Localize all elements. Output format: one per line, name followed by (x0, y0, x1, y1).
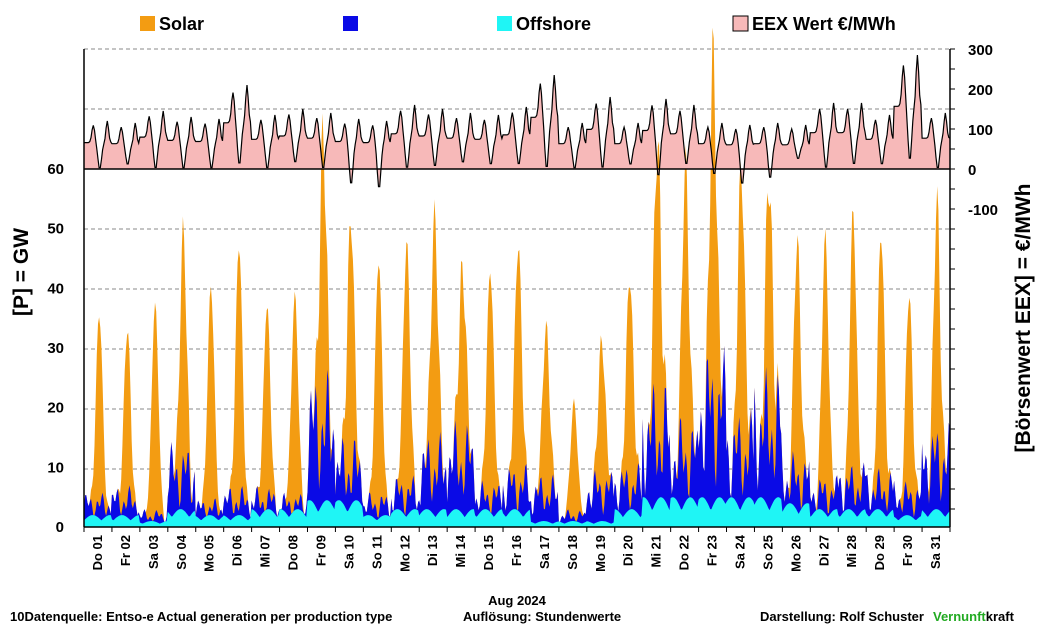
x-tick-label: Sa 31 (928, 535, 943, 569)
x-tick-label: Fr 09 (314, 535, 329, 566)
eex-price-series (84, 54, 951, 188)
series-line-eex (84, 54, 951, 188)
legend-swatch-blue (343, 16, 358, 31)
x-tick-labels: Do 01 Fr 02 Sa 03 So 04 Mo 05 Di 06 Mi 07 Do 08… (90, 534, 943, 572)
y-left-tick-label: 10 (47, 459, 64, 476)
x-tick-label: Di 13 (425, 535, 440, 566)
legend: Solar Offshore EEX Wert €/MWh (140, 14, 896, 34)
legend-label-eex: EEX Wert €/MWh (752, 14, 896, 34)
y-right-tick-label: -100 (968, 202, 998, 219)
y-left-axis-title: [P] = GW (10, 228, 33, 316)
x-tick-label: Mi 07 (258, 535, 273, 568)
x-tick-label: Mo 05 (202, 535, 217, 572)
footer-brand-black: kraft (986, 609, 1015, 624)
x-tick-label: Mi 14 (453, 534, 468, 567)
x-tick-label: Fr 16 (509, 535, 524, 566)
y-right-tick-label: 0 (968, 162, 976, 179)
legend-label-offshore: Offshore (516, 14, 591, 34)
x-tick-label: Mi 28 (844, 535, 859, 568)
x-tick-label: Sa 03 (146, 535, 161, 569)
legend-label-solar: Solar (159, 14, 204, 34)
footer-resolution: Auflösung: Stundenwerte (463, 609, 621, 624)
y-right-tick-label: 100 (968, 122, 993, 139)
series-areas (84, 27, 950, 527)
x-tick-label: Sa 17 (537, 535, 552, 569)
axes (83, 48, 955, 532)
y-right-tick-labels: 300 200 100 0 -100 (968, 42, 998, 219)
footer-brand: Vernunftkraft (933, 609, 1015, 624)
x-tick-label: Di 06 (230, 535, 245, 566)
x-axis-title: Aug 2024 (488, 593, 547, 608)
y-left-tick-label: 20 (47, 400, 64, 417)
x-tick-label: Sa 24 (733, 534, 748, 569)
y-left-tick-label: 60 (47, 161, 64, 178)
legend-swatch-offshore (497, 16, 512, 31)
y-left-tick-label: 40 (47, 280, 64, 297)
y-left-tick-label: 0 (56, 519, 64, 536)
x-tick-label: Sa 10 (341, 535, 356, 569)
y-right-axis-title: [Börsenwert EEX] = €/MWh (1012, 184, 1035, 453)
series-area-solar (84, 27, 950, 527)
x-tick-label: Do 29 (872, 535, 887, 570)
legend-swatch-solar (140, 16, 155, 31)
x-tick-label: Fr 30 (900, 535, 915, 566)
footer-brand-green: Vernunft (933, 609, 986, 624)
y-left-tick-label: 50 (47, 221, 64, 238)
footer-author: Darstellung: Rolf Schuster (760, 609, 924, 624)
x-tick-label: Mo 12 (397, 535, 412, 572)
x-tick-label: So 11 (369, 535, 384, 569)
x-tick-label: Di 20 (621, 535, 636, 566)
x-tick-label: Do 01 (90, 535, 105, 570)
footer-source: 10Datenquelle: Entso-e Actual generation… (10, 609, 392, 624)
series-area-offshore (84, 497, 950, 527)
series-area-eex (84, 55, 950, 187)
y-left-tick-labels: 0 10 20 30 40 50 60 (47, 161, 64, 536)
x-tick-label: Mo 19 (593, 535, 608, 572)
x-tick-label: So 04 (174, 534, 189, 569)
x-tick-label: Mi 21 (649, 535, 664, 568)
series-area-blue (84, 345, 950, 527)
x-tick-label: Do 15 (481, 535, 496, 570)
x-tick-label: Fr 23 (705, 535, 720, 566)
x-tick-label: Do 08 (286, 535, 301, 570)
x-tick-label: Mo 26 (788, 535, 803, 572)
legend-swatch-eex (732, 15, 749, 32)
x-tick-label: Do 22 (677, 535, 692, 570)
x-tick-label: Di 27 (816, 535, 831, 566)
y-right-tick-label: 300 (968, 42, 993, 59)
x-tick-label: Fr 02 (118, 535, 133, 566)
y-left-tick-label: 30 (47, 340, 64, 357)
y-right-tick-label: 200 (968, 82, 993, 99)
x-tick-label: So 25 (760, 535, 775, 570)
x-tick-label: So 18 (565, 535, 580, 570)
